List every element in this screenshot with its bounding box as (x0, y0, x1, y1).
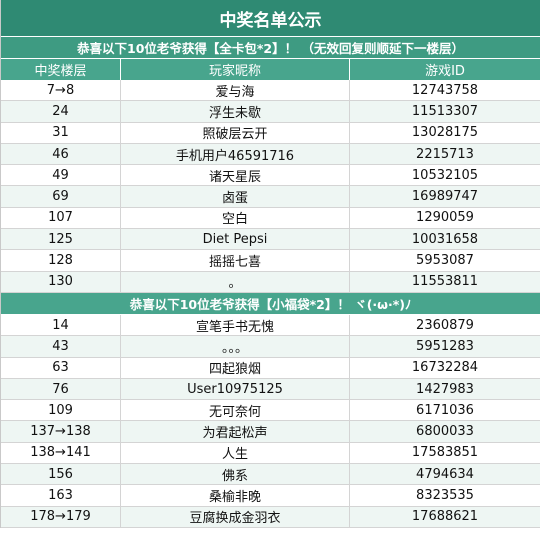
cell-game-id: 13028175 (350, 123, 540, 144)
table-row: 31 照破层云开 13028175 (1, 122, 540, 144)
cell-nickname: 宣笔手书无愧 (121, 314, 350, 337)
cell-nickname: 。 (121, 271, 350, 293)
cell-floor: 63 (1, 357, 121, 379)
header-nickname: 玩家昵称 (121, 59, 350, 80)
cell-floor: 125 (1, 229, 121, 251)
cell-nickname: 豆腐换成金羽衣 (121, 506, 350, 528)
cell-nickname: 诸天星辰 (121, 165, 350, 187)
cell-floor: 76 (1, 378, 121, 401)
header-floor: 中奖楼层 (1, 59, 121, 80)
winner-list-sheet: 中奖名单公示 恭喜以下10位老爷获得【全卡包*2】！ （无效回复则顺延下一楼层）… (0, 0, 540, 528)
table-row: 49 诸天星辰 10532105 (1, 165, 540, 187)
section2-banner: 恭喜以下10位老爷获得【小福袋*2】！ ヾ(·ω·*)ﾉ (1, 292, 540, 315)
table-row: 24 浮生未歇 11513307 (1, 101, 540, 123)
cell-floor: 49 (1, 165, 121, 187)
table-row: 178→179 豆腐换成金羽衣 17688621 (1, 506, 540, 528)
cell-floor: 14 (1, 314, 121, 337)
cell-game-id: 11553811 (350, 271, 540, 293)
table-row: 130。 11553811 (1, 271, 540, 293)
table-row: 137→138 为君起松声 6800033 (1, 421, 540, 443)
cell-game-id: 16989747 (350, 186, 540, 208)
cell-nickname: User10975125 (121, 378, 350, 401)
cell-nickname: 卤蛋 (121, 186, 350, 208)
cell-floor: 156 (1, 464, 121, 486)
cell-floor: 163 (1, 485, 121, 507)
cell-floor: 130 (1, 271, 121, 293)
cell-floor: 109 (1, 400, 121, 422)
cell-nickname: 照破层云开 (121, 122, 350, 144)
cell-floor: 128 (1, 250, 121, 272)
cell-nickname: 浮生未歇 (121, 101, 350, 123)
cell-nickname: Diet Pepsi (121, 229, 350, 251)
table-row: 43。。。 5951283 (1, 336, 540, 358)
cell-nickname: 佛系 (121, 464, 350, 486)
table-row: 163 桑榆非晚 8323535 (1, 485, 540, 507)
page-title: 中奖名单公示 (1, 0, 540, 37)
cell-nickname: 桑榆非晚 (121, 485, 350, 507)
cell-game-id: 17583851 (350, 443, 540, 465)
cell-nickname: 摇摇七喜 (121, 250, 350, 272)
cell-floor: 107 (1, 207, 121, 230)
cell-game-id: 1427983 (350, 378, 540, 401)
cell-game-id: 6171036 (350, 400, 540, 422)
cell-floor: 137→138 (1, 421, 121, 443)
cell-floor: 7→8 (1, 80, 121, 102)
cell-game-id: 11513307 (350, 101, 540, 123)
cell-game-id: 12743758 (350, 80, 540, 102)
cell-nickname: 无可奈何 (121, 400, 350, 422)
table-row: 63 四起狼烟 16732284 (1, 357, 540, 379)
table-row: 156 佛系 4794634 (1, 464, 540, 486)
cell-game-id: 17688621 (350, 506, 540, 528)
table-row: 76 User10975125 1427983 (1, 378, 540, 401)
cell-nickname: 手机用户46591716 (121, 143, 350, 166)
cell-game-id: 5953087 (350, 250, 540, 272)
table-row: 46 手机用户46591716 2215713 (1, 143, 540, 166)
cell-game-id: 4794634 (350, 464, 540, 486)
cell-floor: 138→141 (1, 442, 121, 465)
cell-game-id: 16732284 (350, 358, 540, 379)
cell-game-id: 10532105 (350, 165, 540, 187)
cell-game-id: 5951283 (350, 336, 540, 358)
table-row: 128 摇摇七喜 5953087 (1, 250, 540, 272)
cell-game-id: 2360879 (350, 315, 540, 337)
cell-game-id: 2215713 (350, 143, 540, 166)
cell-floor: 31 (1, 122, 121, 144)
table-row: 125 Diet Pepsi 10031658 (1, 229, 540, 251)
table-row: 107 空白 1290059 (1, 207, 540, 230)
cell-nickname: 四起狼烟 (121, 357, 350, 379)
cell-nickname: 人生 (121, 442, 350, 465)
section1-banner: 恭喜以下10位老爷获得【全卡包*2】！ （无效回复则顺延下一楼层） (1, 37, 540, 59)
cell-nickname: 为君起松声 (121, 421, 350, 443)
cell-floor: 43 (1, 336, 121, 358)
cell-nickname: 。。。 (121, 336, 350, 358)
table-row: 14 宣笔手书无愧 2360879 (1, 314, 540, 337)
cell-game-id: 6800033 (350, 421, 540, 443)
section2-rows: 14 宣笔手书无愧 2360879 43。。。 5951283 63 四起狼烟 1673228… (1, 314, 540, 528)
cell-floor: 24 (1, 101, 121, 123)
cell-game-id: 10031658 (350, 229, 540, 251)
table-header: 中奖楼层 玩家昵称 游戏ID (1, 59, 540, 80)
cell-nickname: 爱与海 (121, 80, 350, 102)
table-row: 138→141 人生 17583851 (1, 442, 540, 465)
header-game-id: 游戏ID (425, 64, 465, 79)
table-row: 7→8 爱与海 12743758 (1, 80, 540, 102)
cell-floor: 178→179 (1, 506, 121, 528)
cell-floor: 46 (1, 143, 121, 166)
cell-floor: 69 (1, 186, 121, 208)
cell-game-id: 8323535 (350, 485, 540, 507)
table-row: 109 无可奈何 6171036 (1, 400, 540, 422)
cell-nickname: 空白 (121, 207, 350, 230)
section1-rows: 7→8 爱与海 12743758 24 浮生未歇 11513307 31 照破层云开 13028… (1, 80, 540, 293)
table-row: 69 卤蛋 16989747 (1, 186, 540, 208)
cell-game-id: 1290059 (350, 208, 540, 230)
